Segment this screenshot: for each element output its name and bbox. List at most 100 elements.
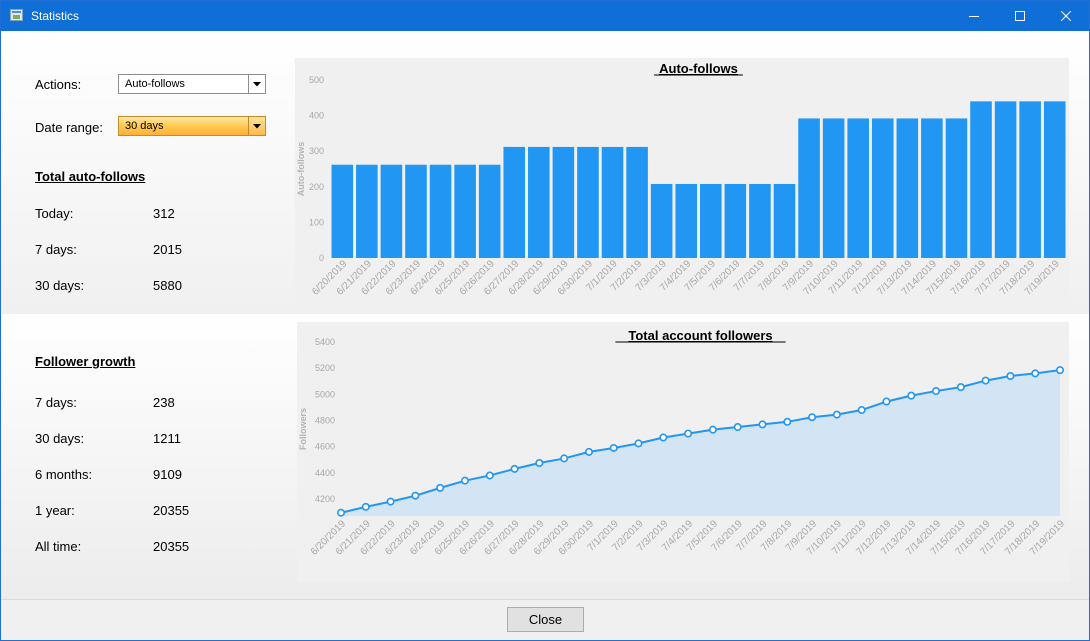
auto-follows-7-days-label: 7 days: — [35, 242, 77, 257]
data-point — [956, 383, 965, 392]
area-fill — [341, 370, 1060, 516]
bar — [478, 164, 501, 258]
data-point — [386, 497, 395, 506]
data-point — [510, 464, 519, 473]
bar — [429, 164, 452, 258]
window-close-button[interactable] — [1043, 1, 1089, 31]
bar — [871, 118, 894, 258]
data-point — [1031, 369, 1040, 378]
data-point — [411, 491, 420, 500]
minimize-icon — [969, 16, 979, 17]
chart-title: Total account followers — [628, 328, 772, 343]
follower-growth-heading: Follower growth — [35, 354, 136, 369]
data-point — [783, 417, 792, 426]
auto-follows-today-value: 312 — [153, 206, 175, 221]
y-tick-label: 100 — [309, 217, 324, 227]
close-icon — [1061, 11, 1071, 21]
client-area: Actions: Auto-follows Date range: 30 day… — [1, 31, 1089, 599]
data-point — [808, 413, 817, 422]
bar — [601, 146, 624, 258]
chevron-down-icon — [253, 81, 261, 86]
data-point — [535, 459, 544, 468]
minimize-button[interactable] — [951, 1, 997, 31]
followers-chart: Total account followers Followers 4200 4400… — [297, 322, 1069, 582]
follower-growth-panel: Follower growth 7 days: 238 30 days: 121… — [1, 314, 1089, 599]
bar — [798, 118, 820, 258]
y-tick-label: 400 — [309, 111, 324, 121]
y-tick-label: 4800 — [315, 415, 335, 425]
bar — [528, 146, 550, 258]
y-tick-label: 200 — [309, 182, 324, 192]
y-tick-label: 300 — [309, 146, 324, 156]
data-point — [684, 429, 693, 438]
bar — [921, 118, 943, 258]
y-tick-label: 5000 — [315, 389, 335, 399]
bar — [822, 118, 845, 258]
data-point — [733, 423, 742, 432]
bar — [503, 146, 526, 258]
y-tick-label: 4600 — [315, 442, 335, 452]
bar — [675, 183, 697, 258]
data-point — [832, 410, 841, 419]
bar — [749, 183, 771, 258]
bar — [626, 146, 648, 258]
bar — [331, 164, 354, 258]
data-point — [485, 471, 494, 480]
data-point — [336, 508, 345, 517]
data-point — [634, 439, 643, 448]
data-point — [758, 420, 767, 429]
data-point — [708, 425, 717, 434]
data-point — [436, 483, 445, 492]
chart-title: Auto-follows — [659, 61, 738, 76]
auto-follows-30-days-value: 5880 — [153, 278, 182, 293]
data-point — [584, 447, 593, 456]
auto-follows-bar-chart: Auto-follows Auto-follows 0 100 200 300 400 500… — [296, 61, 1066, 298]
date-range-dropdown[interactable]: 30 days — [118, 116, 266, 136]
growth-30-days-label: 30 days: — [35, 431, 85, 446]
date-range-label: Date range: — [35, 120, 103, 135]
growth-7-days-value: 238 — [153, 395, 175, 410]
actions-dropdown-button[interactable] — [248, 75, 265, 93]
auto-follows-today-label: Today: — [35, 206, 74, 221]
bar — [1019, 101, 1041, 258]
bar — [650, 183, 673, 258]
auto-follows-chart: Auto-follows Auto-follows 0 100 200 300 400 500… — [295, 58, 1069, 313]
growth-all-time-value: 20355 — [153, 539, 190, 554]
date-range-selected-value: 30 days — [125, 120, 164, 132]
maximize-button[interactable] — [997, 1, 1043, 31]
bar — [945, 118, 968, 258]
actions-dropdown[interactable]: Auto-follows — [118, 74, 266, 94]
bar — [356, 164, 378, 258]
bar — [454, 164, 476, 258]
growth-6-months-label: 6 months: — [35, 467, 93, 482]
y-tick-label: 4400 — [315, 468, 335, 478]
growth-7-days-label: 7 days: — [35, 395, 77, 410]
data-point — [659, 433, 668, 442]
actions-label: Actions: — [35, 77, 82, 92]
y-axis-label: Followers — [298, 408, 308, 450]
total-auto-follows-heading: Total auto-follows — [35, 169, 146, 184]
growth-1-year-value: 20355 — [153, 503, 190, 518]
bar — [380, 164, 403, 258]
close-button[interactable]: Close — [507, 607, 584, 632]
actions-selected-value: Auto-follows — [125, 78, 185, 90]
growth-all-time-label: All time: — [35, 539, 82, 554]
y-axis-label: Auto-follows — [296, 142, 306, 197]
y-tick-label: 5400 — [315, 337, 335, 347]
auto-follows-30-days-label: 30 days: — [35, 278, 85, 293]
chevron-down-icon — [253, 123, 261, 128]
bar — [1043, 101, 1066, 258]
maximize-icon — [1015, 11, 1025, 21]
window-title: Statistics — [31, 9, 80, 23]
bar — [552, 146, 575, 258]
bar — [896, 118, 919, 258]
footer-bar: Close — [1, 599, 1089, 640]
growth-6-months-value: 9109 — [153, 467, 182, 482]
growth-30-days-value: 1211 — [153, 431, 181, 446]
data-point — [609, 443, 618, 452]
data-point — [932, 387, 941, 396]
y-tick-label: 4200 — [315, 494, 335, 504]
date-range-dropdown-button[interactable] — [248, 117, 265, 135]
title-bar[interactable]: Statistics — [1, 1, 1089, 31]
